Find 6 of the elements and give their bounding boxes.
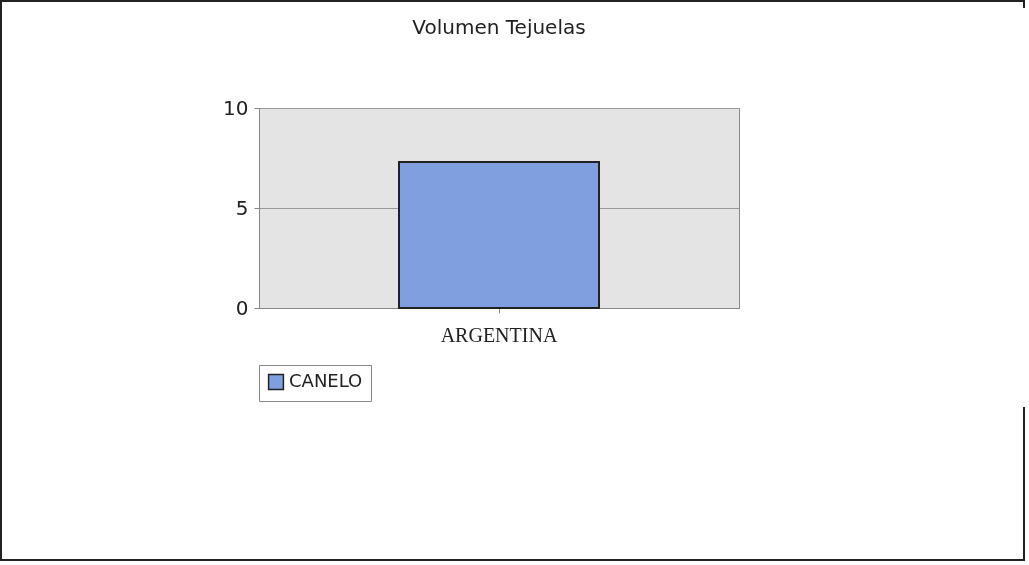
y-tick-label: 5 xyxy=(235,195,249,220)
chart-title: Volumen Tejuelas xyxy=(412,15,586,39)
x-tick-label: ARGENTINA xyxy=(440,323,558,346)
y-tick-label: 0 xyxy=(235,295,249,320)
y-tick-label: 10 xyxy=(223,95,249,120)
legend-label: CANELO xyxy=(289,370,363,391)
